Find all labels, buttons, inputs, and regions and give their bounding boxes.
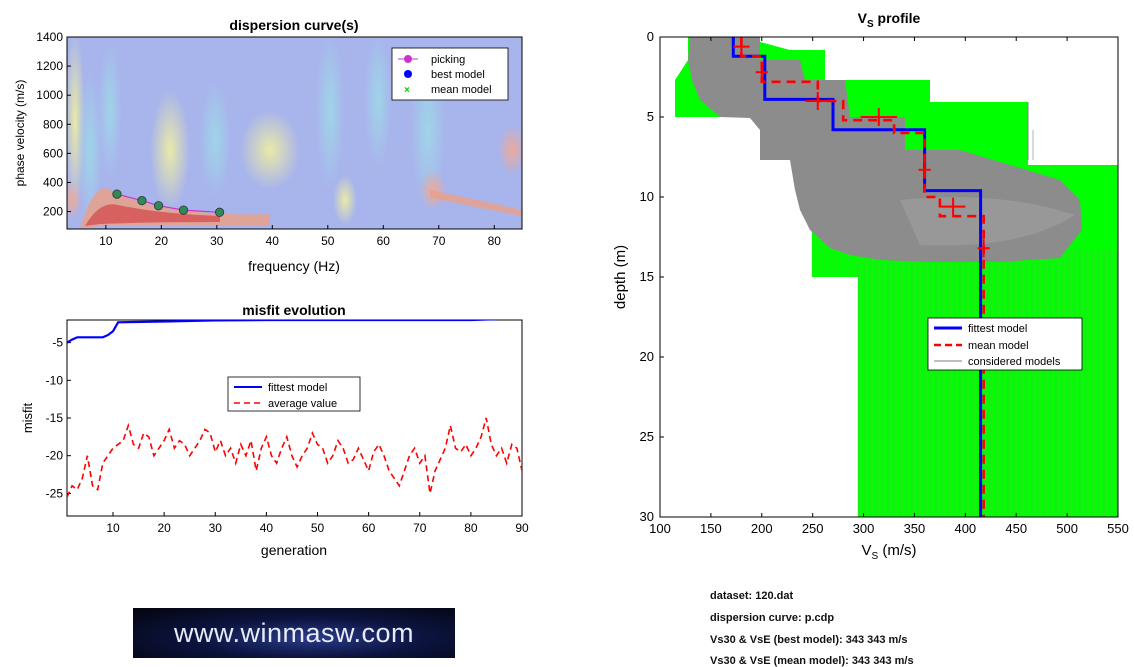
disp-xtick-label: 50 (321, 234, 335, 248)
prof-ytick-label: 10 (640, 189, 654, 204)
info-mean: Vs30 & VsE (mean model): 343 343 m/s (710, 655, 914, 667)
legend-mean-marker: × (404, 85, 410, 96)
profile-title: VS profile (858, 10, 921, 30)
mis-ytick-label: -5 (52, 336, 63, 350)
disp-xtick-label: 30 (210, 234, 224, 248)
prof-xtick-label: 300 (853, 521, 875, 536)
disp-xtick-label: 10 (99, 234, 113, 248)
profile-panel: VS profile 100 150 200 250 300 350 400 450 500 55… (612, 10, 1129, 562)
legend-picking: picking (431, 54, 465, 66)
info-dataset: dataset: 120.dat (710, 590, 794, 602)
legend-profile-fittest: fittest model (968, 323, 1027, 335)
mis-xtick-label: 70 (413, 521, 427, 535)
dispersion-point (178, 205, 189, 215)
info-best: Vs30 & VsE (best model): 343 343 m/s (710, 634, 908, 646)
logo-text: www.winmasw.com (173, 617, 415, 648)
mis-xtick-label: 60 (362, 521, 376, 535)
disp-ytick-label: 1000 (36, 88, 63, 102)
legend-best: best model (431, 69, 485, 81)
dispersion-ylabel: phase velocity (m/s) (13, 80, 27, 187)
envelope-streaks (811, 230, 1117, 517)
profile-error-bars (733, 37, 990, 258)
winmasw-logo: www.winmasw.com (133, 608, 455, 658)
profile-model-cloud (675, 37, 1118, 517)
prof-ytick-label: 25 (640, 429, 654, 444)
profile-ticks: 100 150 200 250 300 350 400 450 500 550 0 5 10 15 20 25… (640, 29, 1129, 536)
misfit-fittest-line (67, 320, 498, 344)
prof-ytick-label: 30 (640, 509, 654, 524)
misfit-panel: misfit evolution 10 20 30 40 50 60 70 80 90 -5 -10… (20, 302, 529, 558)
dispersion-point (214, 207, 225, 217)
dispersion-point (112, 189, 122, 199)
dispersion-xlabel: frequency (Hz) (248, 258, 340, 274)
prof-xtick-label: 500 (1056, 521, 1078, 536)
mis-ytick-label: -10 (46, 373, 64, 387)
misfit-ticks: 10 20 30 40 50 60 70 80 90 -5 -10 -15 -20 -25 (46, 336, 529, 535)
mis-xtick-label: 90 (515, 521, 529, 535)
profile-legend: fittest model mean model considered mode… (927, 317, 1083, 371)
profile-ylabel: depth (m) (612, 245, 629, 309)
prof-xtick-label: 200 (751, 521, 773, 536)
legend-best-marker (404, 70, 412, 78)
prof-xtick-label: 450 (1005, 521, 1027, 536)
disp-ytick-label: 200 (43, 205, 63, 219)
misfit-ylabel: misfit (20, 402, 35, 433)
disp-ytick-label: 400 (43, 175, 63, 189)
disp-ytick-label: 800 (43, 117, 63, 131)
dispersion-title: dispersion curve(s) (229, 17, 358, 33)
disp-ytick-label: 1200 (36, 59, 63, 73)
disp-xtick-label: 70 (432, 234, 446, 248)
prof-ytick-label: 5 (647, 109, 654, 124)
profile-xlabel: VS (m/s) (861, 542, 916, 562)
profile-fittest-line (731, 37, 983, 517)
prof-xtick-label: 350 (904, 521, 926, 536)
misfit-xlabel: generation (261, 542, 327, 558)
disp-xtick-label: 80 (488, 234, 502, 248)
info-curve: dispersion curve: p.cdp (710, 612, 835, 624)
misfit-title: misfit evolution (242, 302, 345, 318)
mis-ytick-label: -25 (46, 486, 64, 500)
dispersion-legend: picking best model × mean model (391, 47, 509, 101)
legend-profile-considered: considered models (968, 356, 1061, 368)
mis-ytick-label: -20 (46, 449, 64, 463)
misfit-axes-frame (66, 319, 523, 517)
disp-ytick-label: 600 (43, 146, 63, 160)
legend-picking-marker (404, 55, 412, 63)
disp-xtick-label: 60 (377, 234, 391, 248)
prof-xtick-label: 100 (649, 521, 671, 536)
dispersion-ticks: 10 20 30 40 50 60 70 80 200 400 600 800 1000 1200 1400 (36, 30, 501, 248)
mis-xtick-label: 40 (260, 521, 274, 535)
misfit-average-line (67, 417, 522, 498)
mis-xtick-label: 10 (106, 521, 120, 535)
prof-xtick-label: 250 (802, 521, 824, 536)
mis-ytick-label: -15 (46, 411, 64, 425)
disp-ytick-label: 1400 (36, 30, 63, 44)
disp-xtick-label: 20 (155, 234, 169, 248)
disp-xtick-label: 40 (266, 234, 280, 248)
prof-ytick-label: 15 (640, 269, 654, 284)
prof-xtick-label: 150 (700, 521, 722, 536)
prof-xtick-label: 550 (1107, 521, 1129, 536)
legend-mean: mean model (431, 84, 492, 96)
dispersion-panel: dispersion curve(s) 10 20 30 40 50 60 70 80 200 4… (13, 17, 523, 274)
dispersion-points (112, 189, 225, 217)
legend-profile-mean: mean model (968, 340, 1029, 352)
prof-ytick-label: 0 (647, 29, 654, 44)
prof-xtick-label: 400 (954, 521, 976, 536)
mis-xtick-label: 80 (464, 521, 478, 535)
mis-xtick-label: 20 (157, 521, 171, 535)
dispersion-point (137, 196, 147, 206)
legend-fittest: fittest model (268, 382, 327, 394)
dispersion-axes-frame (66, 36, 523, 230)
mis-xtick-label: 50 (311, 521, 325, 535)
legend-average: average value (268, 398, 337, 410)
misfit-legend: fittest model average value (227, 376, 361, 412)
dispersion-point (153, 201, 164, 211)
prof-ytick-label: 20 (640, 349, 654, 364)
mis-xtick-label: 30 (209, 521, 223, 535)
